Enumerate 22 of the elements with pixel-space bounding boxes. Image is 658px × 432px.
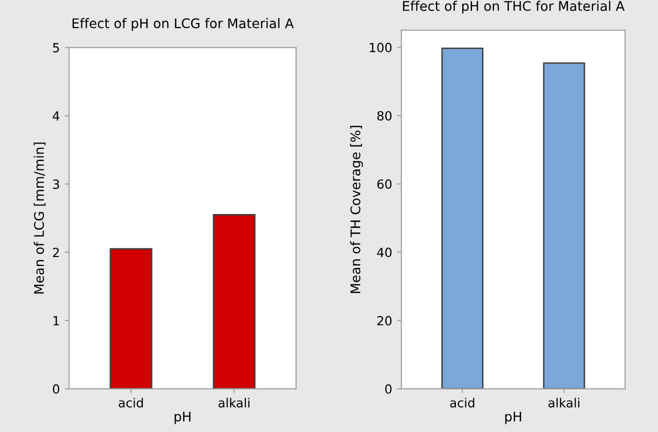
x-axis-title: pH (505, 412, 522, 424)
y-tick-label: 40 (377, 248, 392, 258)
y-tick-label: 100 (370, 42, 392, 52)
y-tick-label: 1 (53, 316, 59, 326)
y-tick-label: 5 (53, 43, 59, 52)
chart-title: Effect of pH on THC for Material A (403, 0, 625, 14)
y-tick-label: 3 (53, 180, 60, 189)
x-tick-label: acid (450, 398, 474, 408)
y-tick-label: 20 (377, 316, 392, 326)
y-tick-label: 0 (52, 384, 60, 394)
x-axis-title: pH (174, 412, 190, 424)
y-tick-label: 60 (377, 179, 392, 189)
y-axis-title: Mean of TH Coverage [%] (350, 126, 363, 293)
x-tick-label: alkali (218, 398, 250, 408)
y-tick-label: 4 (52, 111, 60, 121)
y-tick-label: 2 (53, 248, 59, 258)
x-tick-label: acid (118, 398, 143, 408)
y-axis-title: Mean of LCG [mm/min] (34, 142, 46, 294)
chart-title: Effect of pH on LCG for Material A (72, 18, 294, 31)
y-tick-label: 0 (385, 384, 392, 394)
x-tick-label: alkali (548, 398, 580, 408)
y-tick-label: 80 (377, 111, 392, 121)
